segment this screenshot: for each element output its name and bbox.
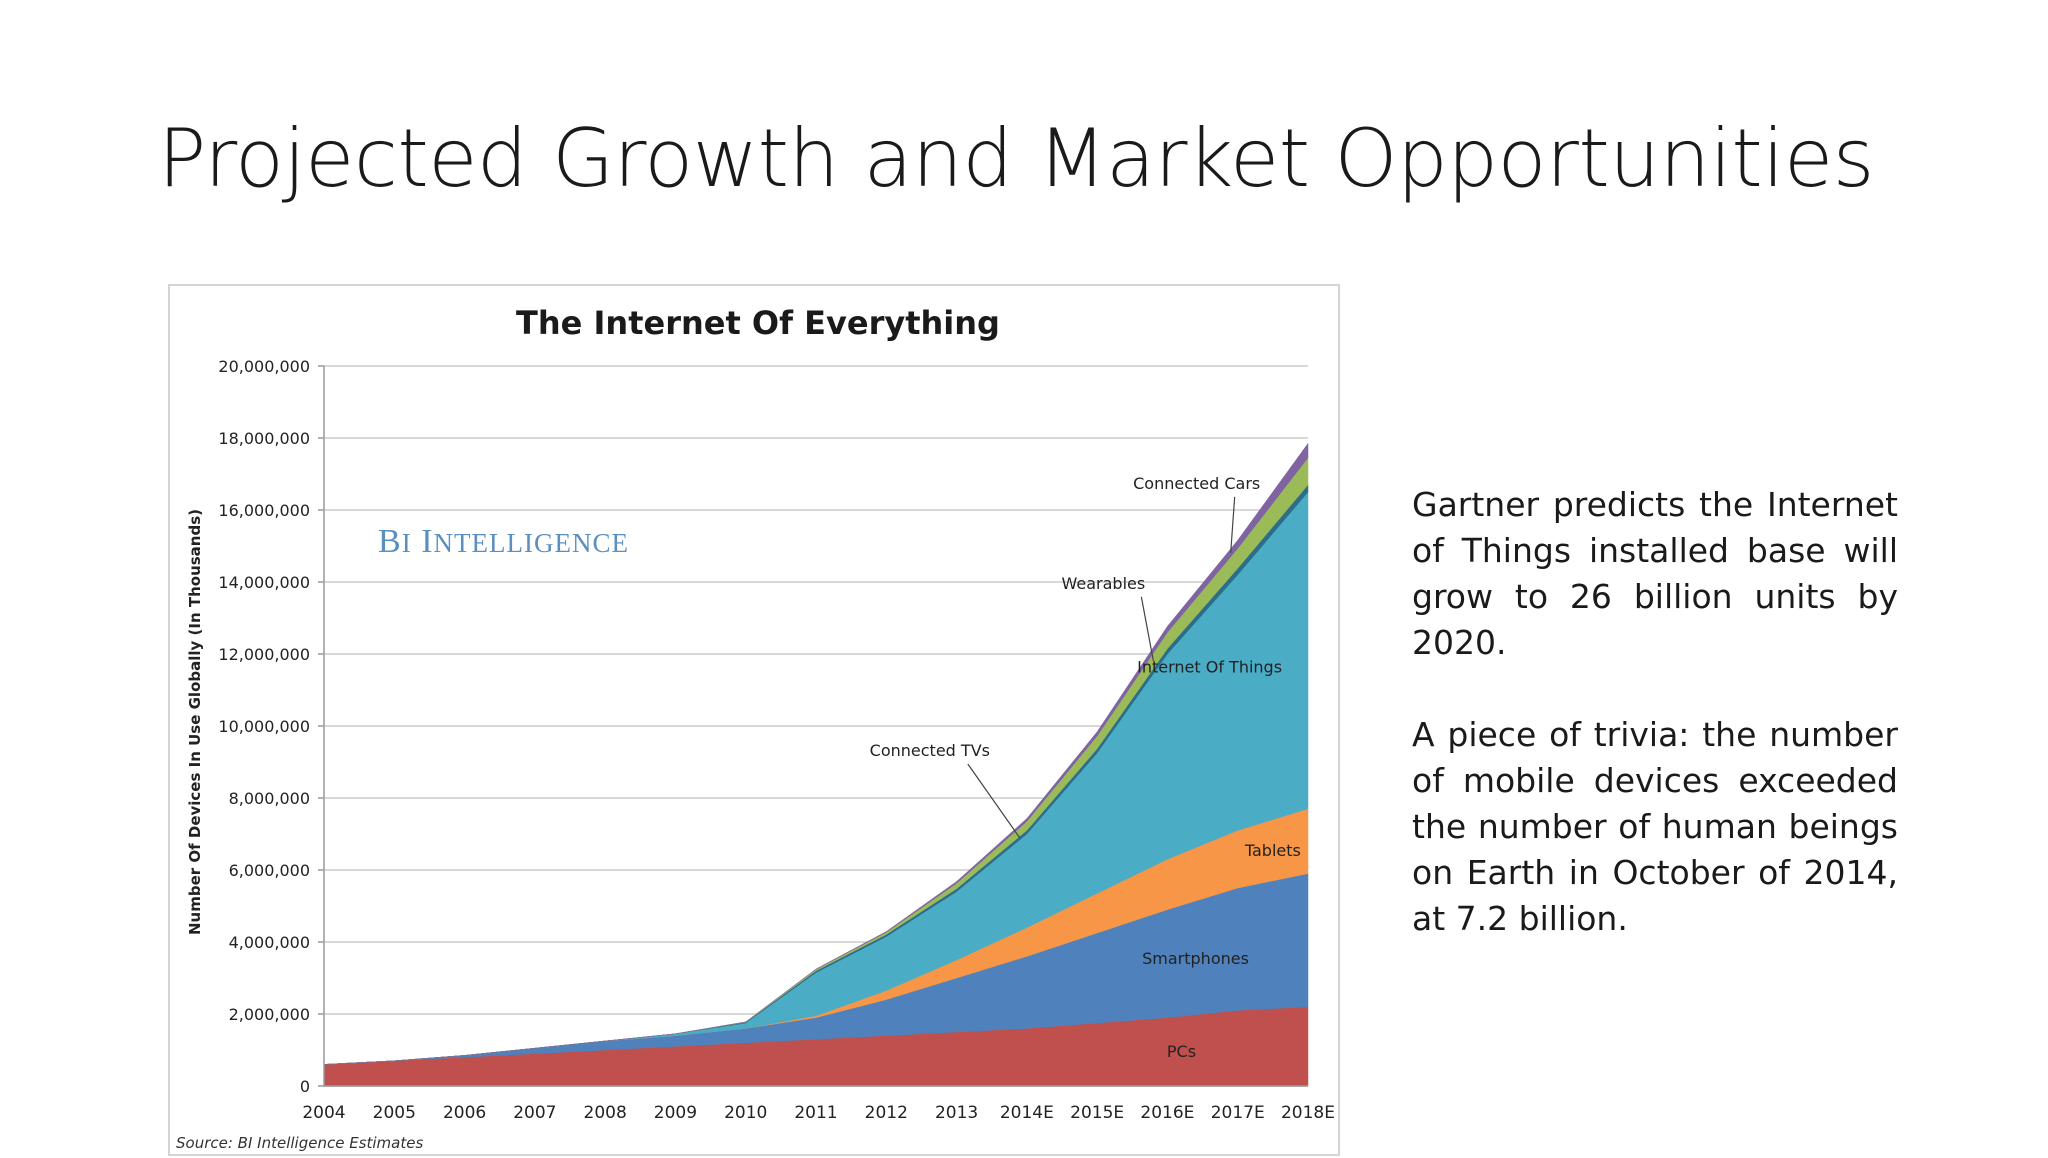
annotation-leader (1140, 596, 1154, 661)
x-tick-label: 2016E (1140, 1103, 1194, 1123)
x-tick-label: 2008 (584, 1103, 627, 1123)
x-tick-label: 2013 (935, 1103, 978, 1123)
chart-frame: 0 2,000,000 4,000,000 6,000,000 8,000,000 10,… (168, 284, 1340, 1156)
y-tick-label: 8,000,000 (229, 789, 310, 808)
gridlines (324, 365, 1308, 1087)
slide-title: Projected Growth and Market Opportunitie… (158, 112, 1874, 205)
y-tick-label: 6,000,000 (229, 861, 310, 880)
annotation-tablets: Tablets (1244, 841, 1301, 860)
y-tick-label: 10,000,000 (218, 717, 310, 736)
y-tick-label: 0 (300, 1077, 310, 1096)
x-tick-label: 2005 (373, 1103, 416, 1123)
y-tick-label: 18,000,000 (218, 429, 310, 448)
x-tick-label: 2009 (654, 1103, 697, 1123)
annotation-connected-cars: Connected Cars (1133, 474, 1260, 493)
annotation-internet-of-things: Internet Of Things (1137, 658, 1282, 677)
x-tick-label: 2014E (1000, 1103, 1054, 1123)
axes: 0 2,000,000 4,000,000 6,000,000 8,000,000 10,… (218, 357, 1335, 1123)
annotation-leader (1230, 496, 1236, 553)
x-tick-label: 2007 (513, 1103, 556, 1123)
annotation-connected-tvs: Connected TVs (870, 741, 990, 760)
annotation-leader (967, 763, 1021, 839)
source-note: Source: BI Intelligence Estimates (176, 1134, 423, 1152)
annotations: Connected Cars Wearables Connected TVs Inte… (870, 474, 1301, 1061)
x-tick-label: 2018E (1281, 1103, 1335, 1123)
bi-intelligence-watermark: BI INTELLIGENCE (378, 523, 629, 560)
annotation-smartphones: Smartphones (1142, 949, 1249, 968)
y-tick-label: 2,000,000 (229, 1005, 310, 1024)
area-chart: 0 2,000,000 4,000,000 6,000,000 8,000,000 10,… (176, 304, 1335, 1152)
x-tick-label: 2015E (1070, 1103, 1124, 1123)
y-tick-label: 4,000,000 (229, 933, 310, 952)
chart-title: The Internet Of Everything (516, 304, 1000, 342)
annotation-wearables: Wearables (1062, 574, 1146, 593)
x-tick-label: 2004 (302, 1103, 345, 1123)
x-tick-label: 2006 (443, 1103, 486, 1123)
y-axis-title: Number Of Devices In Use Globally (In Th… (186, 509, 204, 935)
x-tick-label: 2012 (865, 1103, 908, 1123)
y-tick-label: 20,000,000 (218, 357, 310, 376)
y-tick-label: 14,000,000 (218, 573, 310, 592)
paragraph-gartner: Gartner predicts the Internet of Things … (1412, 485, 1898, 662)
paragraph-trivia: A piece of trivia: the number of mobile … (1412, 715, 1898, 938)
y-tick-label: 12,000,000 (218, 645, 310, 664)
x-tick-label: 2010 (724, 1103, 767, 1123)
annotation-pcs: PCs (1167, 1042, 1196, 1061)
area-series (323, 442, 1309, 1087)
x-tick-label: 2011 (794, 1103, 837, 1123)
side-text: Gartner predicts the Internet of Things … (1412, 482, 1898, 988)
y-tick-label: 16,000,000 (218, 501, 310, 520)
area-connected-cars (323, 442, 1309, 1065)
x-tick-label: 2017E (1211, 1103, 1265, 1123)
